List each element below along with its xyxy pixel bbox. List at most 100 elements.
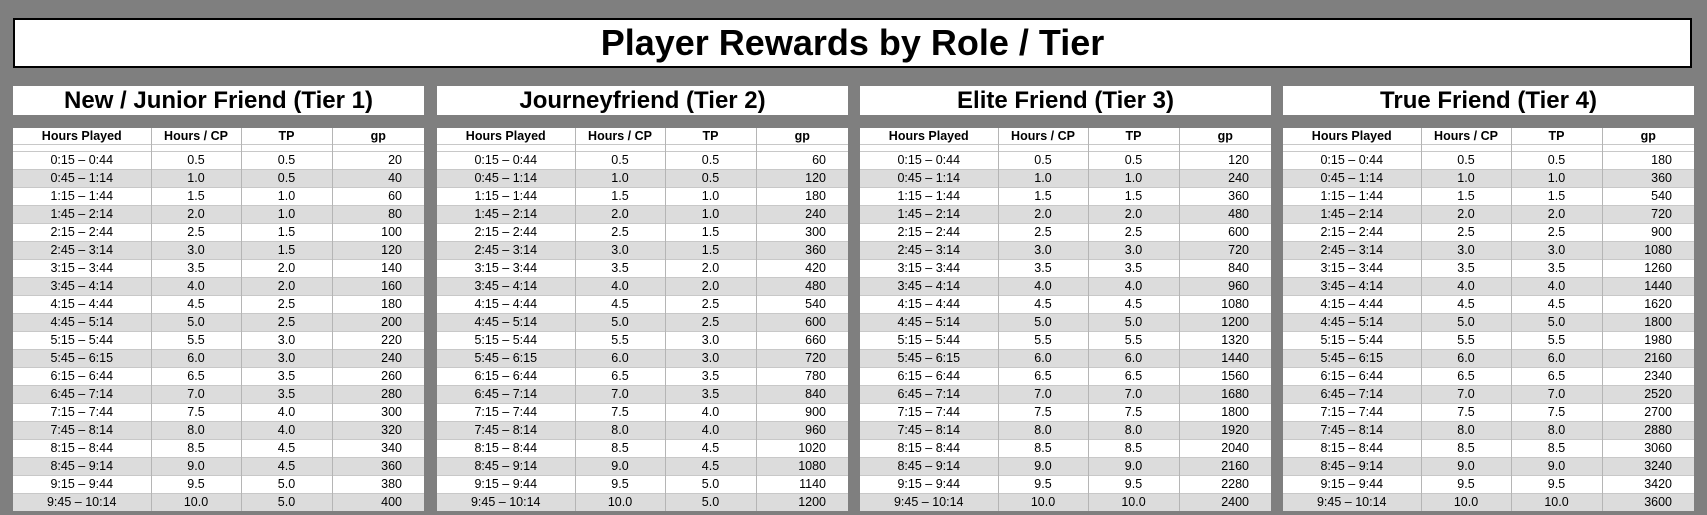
gp-cell: 1800: [1601, 313, 1694, 332]
hours-played-cell: 8:15 – 8:44: [860, 439, 998, 458]
table-row: 8:45 – 9:14 9.0 9.0 3240: [1283, 457, 1694, 476]
hours-cp-cell: 1.0: [997, 169, 1088, 188]
tp-cell: 4.5: [664, 439, 756, 458]
hours-played-cell: 5:15 – 5:44: [1283, 331, 1421, 350]
table-row: 6:15 – 6:44 6.5 3.5 260: [13, 367, 424, 386]
hours-played-cell: 5:45 – 6:15: [860, 349, 998, 368]
tp-cell: 3.0: [1510, 241, 1602, 260]
hours-cp-cell: 1.0: [150, 169, 241, 188]
spacer-cell: [1510, 144, 1602, 152]
spacer-cell: [1087, 144, 1179, 152]
hours-played-cell: 0:45 – 1:14: [437, 169, 575, 188]
gp-cell: 280: [331, 385, 424, 404]
gp-cell: 2040: [1178, 439, 1271, 458]
hours-cp-cell: 1.0: [574, 169, 665, 188]
table-row: 8:45 – 9:14 9.0 9.0 2160: [860, 457, 1271, 476]
hours-cp-cell: 5.5: [150, 331, 241, 350]
hours-cp-cell: 8.5: [574, 439, 665, 458]
gp-cell: 720: [1601, 205, 1694, 224]
hours-cp-cell: 7.5: [574, 403, 665, 422]
hours-cp-cell: 10.0: [574, 493, 665, 511]
hours-cp-cell: 7.0: [1420, 385, 1511, 404]
header-gp: gp: [755, 128, 848, 145]
hours-cp-cell: 4.0: [1420, 277, 1511, 296]
gp-cell: 840: [1178, 259, 1271, 278]
gp-cell: 360: [331, 457, 424, 476]
tp-cell: 2.0: [1510, 205, 1602, 224]
tp-cell: 8.5: [1087, 439, 1179, 458]
tp-cell: 6.5: [1510, 367, 1602, 386]
tp-cell: 2.5: [240, 313, 332, 332]
gp-cell: 400: [331, 493, 424, 511]
hours-played-cell: 7:45 – 8:14: [1283, 421, 1421, 440]
tp-cell: 0.5: [240, 169, 332, 188]
gp-cell: 340: [331, 439, 424, 458]
table-row: 9:15 – 9:44 9.5 5.0 380: [13, 475, 424, 494]
hours-cp-cell: 6.0: [574, 349, 665, 368]
table-row: 2:15 – 2:44 2.5 2.5 600: [860, 223, 1271, 242]
tp-cell: 1.5: [240, 241, 332, 260]
hours-played-cell: 8:45 – 9:14: [437, 457, 575, 476]
gp-cell: 320: [331, 421, 424, 440]
hours-played-cell: 5:15 – 5:44: [437, 331, 575, 350]
hours-cp-cell: 7.0: [997, 385, 1088, 404]
spacer-cell: [997, 144, 1088, 152]
hours-played-cell: 0:15 – 0:44: [437, 151, 575, 170]
table-row: 3:15 – 3:44 3.5 3.5 1260: [1283, 259, 1694, 278]
table-row: 2:15 – 2:44 2.5 2.5 900: [1283, 223, 1694, 242]
hours-played-cell: 8:45 – 9:14: [860, 457, 998, 476]
gp-cell: 260: [331, 367, 424, 386]
header-hours-cp: Hours / CP: [150, 128, 241, 145]
hours-cp-cell: 0.5: [574, 151, 665, 170]
hours-played-cell: 2:45 – 3:14: [1283, 241, 1421, 260]
gp-cell: 2340: [1601, 367, 1694, 386]
hours-played-cell: 3:45 – 4:14: [1283, 277, 1421, 296]
hours-played-cell: 8:15 – 8:44: [13, 439, 151, 458]
tp-cell: 7.5: [1510, 403, 1602, 422]
gp-cell: 1620: [1601, 295, 1694, 314]
hours-played-cell: 4:45 – 5:14: [860, 313, 998, 332]
hours-cp-cell: 4.5: [150, 295, 241, 314]
gp-cell: 540: [1601, 187, 1694, 206]
hours-played-cell: 2:15 – 2:44: [437, 223, 575, 242]
spacer-row: [13, 144, 424, 152]
tp-cell: 8.5: [1510, 439, 1602, 458]
header-gp: gp: [331, 128, 424, 145]
gp-cell: 480: [1178, 205, 1271, 224]
tp-cell: 3.5: [240, 385, 332, 404]
tp-cell: 3.0: [240, 349, 332, 368]
hours-played-cell: 2:15 – 2:44: [860, 223, 998, 242]
table-row: 9:45 – 10:14 10.0 10.0 2400: [860, 493, 1271, 511]
hours-played-cell: 6:15 – 6:44: [437, 367, 575, 386]
hours-cp-cell: 7.5: [1420, 403, 1511, 422]
rewards-table: Hours Played Hours / CP TP gp 0:15 – 0:4…: [13, 128, 424, 511]
spacer-cell: [664, 144, 756, 152]
hours-cp-cell: 9.0: [997, 457, 1088, 476]
table-row: 3:45 – 4:14 4.0 4.0 960: [860, 277, 1271, 296]
table-row: 0:15 – 0:44 0.5 0.5 120: [860, 151, 1271, 170]
table-row: 8:15 – 8:44 8.5 8.5 2040: [860, 439, 1271, 458]
table-row: 4:15 – 4:44 4.5 2.5 540: [437, 295, 848, 314]
hours-played-cell: 4:15 – 4:44: [13, 295, 151, 314]
tp-cell: 5.0: [1087, 313, 1179, 332]
gp-cell: 240: [1178, 169, 1271, 188]
hours-played-cell: 2:45 – 3:14: [860, 241, 998, 260]
tp-cell: 3.5: [240, 367, 332, 386]
header-tp: TP: [664, 128, 756, 145]
gp-cell: 240: [331, 349, 424, 368]
gp-cell: 2160: [1178, 457, 1271, 476]
hours-cp-cell: 9.0: [574, 457, 665, 476]
hours-cp-cell: 4.0: [150, 277, 241, 296]
table-row: 9:15 – 9:44 9.5 9.5 2280: [860, 475, 1271, 494]
gp-cell: 840: [755, 385, 848, 404]
tp-cell: 9.0: [1510, 457, 1602, 476]
gp-cell: 60: [331, 187, 424, 206]
table-row: 4:45 – 5:14 5.0 5.0 1200: [860, 313, 1271, 332]
hours-cp-cell: 7.5: [997, 403, 1088, 422]
tp-cell: 1.0: [240, 205, 332, 224]
gp-cell: 600: [755, 313, 848, 332]
tp-cell: 1.5: [664, 223, 756, 242]
tp-cell: 3.5: [664, 367, 756, 386]
tp-cell: 1.0: [240, 187, 332, 206]
hours-cp-cell: 3.5: [150, 259, 241, 278]
